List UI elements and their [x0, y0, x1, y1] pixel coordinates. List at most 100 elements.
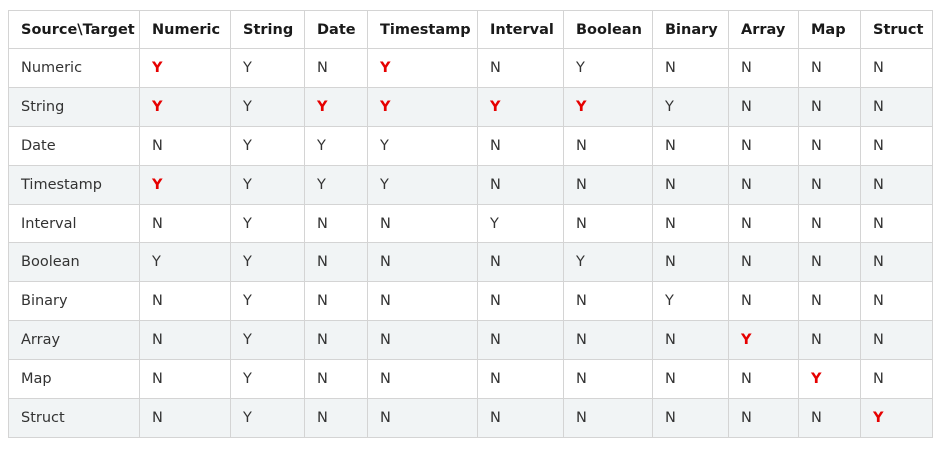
- table-cell: N: [652, 48, 729, 88]
- table-cell: Y: [230, 242, 305, 283]
- table-cell: N: [367, 398, 478, 438]
- table-cell: N: [304, 398, 368, 438]
- header-source-target: Source\Target: [8, 10, 140, 49]
- table-row: Boolean Y Y N N N Y N N N N: [8, 242, 933, 283]
- table-cell: N: [563, 203, 653, 244]
- table-cell: N: [652, 125, 729, 166]
- table-cell: N: [304, 242, 368, 283]
- table-cell: N: [728, 242, 799, 283]
- table-cell: Y: [798, 359, 861, 400]
- table-cell: N: [860, 203, 933, 244]
- header-date: Date: [304, 10, 368, 49]
- table-row: Struct N Y N N N N N N N Y: [8, 398, 933, 438]
- table-cell: N: [652, 320, 729, 361]
- table-cell: N: [563, 320, 653, 361]
- row-source-label: Boolean: [8, 242, 140, 283]
- header-array: Array: [728, 10, 799, 49]
- table-cell: N: [477, 48, 564, 88]
- table-cell: Y: [563, 86, 653, 127]
- row-source-label: String: [8, 86, 140, 127]
- table-cell: Y: [230, 281, 305, 322]
- table-cell: N: [652, 359, 729, 400]
- table-cell: N: [139, 281, 231, 322]
- table-cell: N: [860, 320, 933, 361]
- table-cell: Y: [652, 86, 729, 127]
- table-cell: Y: [477, 86, 564, 127]
- row-source-label: Date: [8, 125, 140, 166]
- table-cell: N: [798, 86, 861, 127]
- table-cell: N: [304, 320, 368, 361]
- table-row: String Y Y Y Y Y Y Y N N N: [8, 86, 933, 127]
- table-cell: N: [477, 398, 564, 438]
- table-cell: N: [652, 398, 729, 438]
- table-cell: Y: [230, 86, 305, 127]
- table-cell: Y: [230, 203, 305, 244]
- table-cell: Y: [367, 164, 478, 205]
- table-cell: N: [563, 398, 653, 438]
- table-cell: Y: [230, 320, 305, 361]
- table-header-row: Source\Target Numeric String Date Timestamp I…: [8, 10, 933, 49]
- table-cell: N: [728, 281, 799, 322]
- table-cell: Y: [139, 86, 231, 127]
- table-row: Date N Y Y Y N N N N N N: [8, 125, 933, 166]
- table-cell: N: [860, 242, 933, 283]
- table-cell: N: [728, 164, 799, 205]
- table-cell: Y: [230, 359, 305, 400]
- table-cell: N: [652, 164, 729, 205]
- table-cell: N: [798, 125, 861, 166]
- table-cell: N: [563, 281, 653, 322]
- table-cell: N: [563, 164, 653, 205]
- compatibility-table-container: Source\Target Numeric String Date Timestamp I…: [8, 10, 933, 438]
- table-cell: N: [728, 125, 799, 166]
- table-cell: Y: [230, 398, 305, 438]
- table-row: Map N Y N N N N N N Y N: [8, 359, 933, 400]
- table-cell: N: [563, 125, 653, 166]
- table-cell: Y: [860, 398, 933, 438]
- table-cell: N: [304, 203, 368, 244]
- table-cell: N: [728, 359, 799, 400]
- table-row: Interval N Y N N Y N N N N N: [8, 203, 933, 244]
- header-struct: Struct: [860, 10, 933, 49]
- row-source-label: Numeric: [8, 48, 140, 88]
- table-cell: N: [652, 203, 729, 244]
- row-source-label: Map: [8, 359, 140, 400]
- table-cell: Y: [304, 86, 368, 127]
- table-cell: N: [139, 125, 231, 166]
- table-cell: N: [304, 281, 368, 322]
- row-source-label: Timestamp: [8, 164, 140, 205]
- table-cell: Y: [230, 125, 305, 166]
- table-cell: N: [728, 398, 799, 438]
- table-cell: N: [477, 359, 564, 400]
- type-conversion-table: Source\Target Numeric String Date Timestamp I…: [8, 10, 933, 438]
- header-interval: Interval: [477, 10, 564, 49]
- table-cell: Y: [652, 281, 729, 322]
- row-source-label: Interval: [8, 203, 140, 244]
- table-cell: Y: [477, 203, 564, 244]
- table-cell: N: [860, 281, 933, 322]
- table-cell: N: [728, 86, 799, 127]
- header-binary: Binary: [652, 10, 729, 49]
- table-cell: N: [798, 48, 861, 88]
- table-cell: N: [477, 281, 564, 322]
- table-cell: N: [139, 359, 231, 400]
- table-cell: Y: [367, 48, 478, 88]
- row-source-label: Array: [8, 320, 140, 361]
- table-cell: N: [367, 281, 478, 322]
- table-cell: N: [860, 125, 933, 166]
- table-cell: N: [728, 48, 799, 88]
- header-numeric: Numeric: [139, 10, 231, 49]
- table-cell: Y: [367, 125, 478, 166]
- table-cell: N: [477, 125, 564, 166]
- table-row: Timestamp Y Y Y Y N N N N N N: [8, 164, 933, 205]
- table-cell: N: [798, 242, 861, 283]
- table-cell: N: [798, 320, 861, 361]
- table-cell: N: [798, 398, 861, 438]
- table-cell: Y: [139, 48, 231, 88]
- table-cell: Y: [139, 164, 231, 205]
- table-cell: Y: [230, 48, 305, 88]
- table-cell: N: [139, 320, 231, 361]
- table-cell: N: [728, 203, 799, 244]
- table-cell: N: [367, 242, 478, 283]
- table-cell: Y: [304, 125, 368, 166]
- table-row: Array N Y N N N N N Y N N: [8, 320, 933, 361]
